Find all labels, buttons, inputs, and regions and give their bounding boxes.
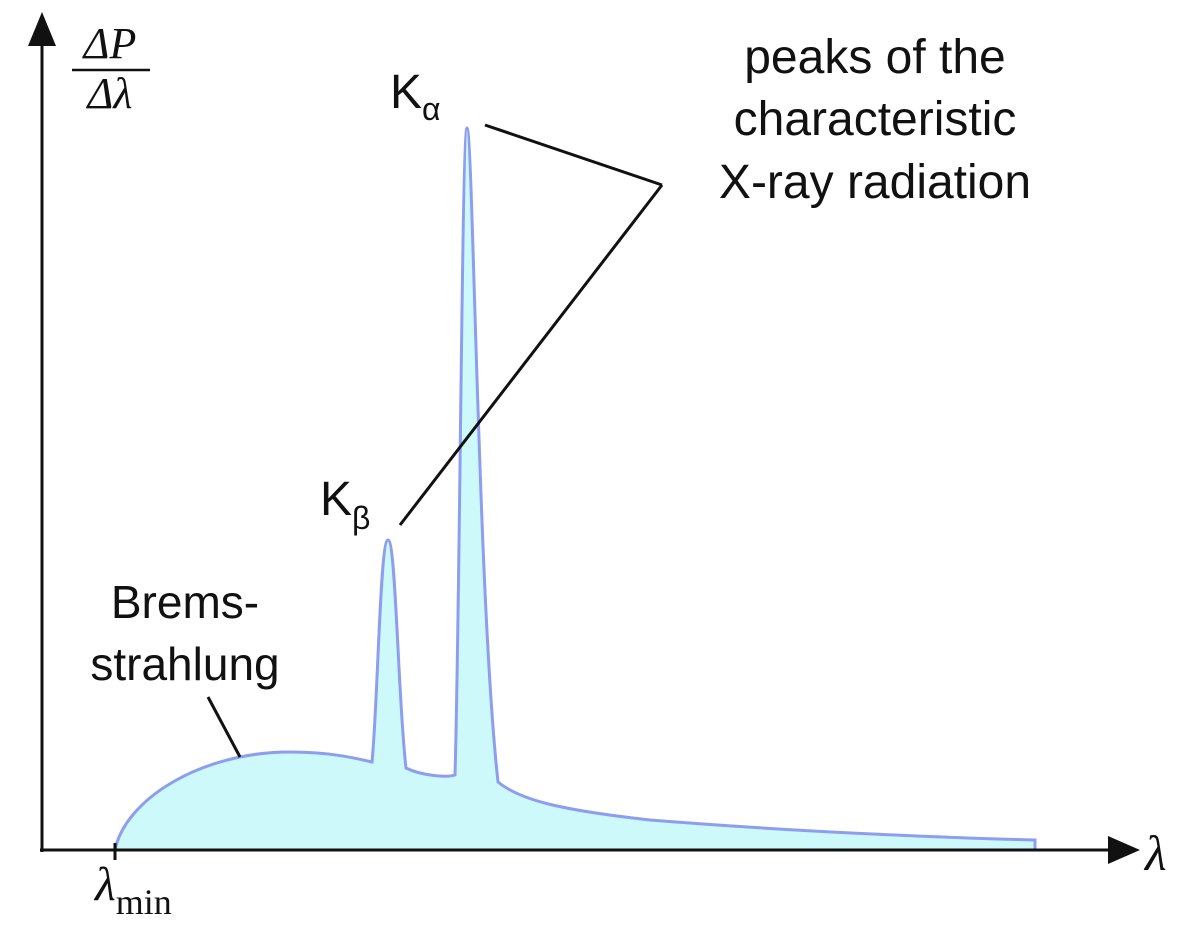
leader-line <box>206 696 242 758</box>
x-min-symbol: λ <box>93 858 116 911</box>
x-min-label: λmin <box>93 858 172 922</box>
leader-line <box>484 123 663 187</box>
characteristic-line: characteristic <box>734 93 1017 146</box>
k-alpha-symbol: K <box>390 66 422 119</box>
y-label-numerator: ΔP <box>82 19 137 68</box>
characteristic-line: X-ray radiation <box>719 156 1031 209</box>
k-alpha-label: Kα <box>390 66 441 127</box>
y-label-denominator: Δλ <box>86 69 133 118</box>
x-axis-arrow <box>1108 836 1140 864</box>
k-beta-subscript: β <box>352 500 370 536</box>
k-beta-label: Kβ <box>320 473 370 536</box>
characteristic-line: peaks of the <box>744 31 1006 84</box>
leader-line <box>398 184 664 526</box>
k-beta-symbol: K <box>320 473 352 526</box>
x-label: λ <box>1143 825 1167 881</box>
brems-line: strahlung <box>90 638 279 690</box>
x-min-subscript: min <box>116 882 172 922</box>
brems-line: Brems- <box>111 576 259 628</box>
spectrum-curve <box>113 126 1037 852</box>
k-alpha-subscript: α <box>422 91 441 127</box>
y-axis-arrow <box>28 12 56 46</box>
